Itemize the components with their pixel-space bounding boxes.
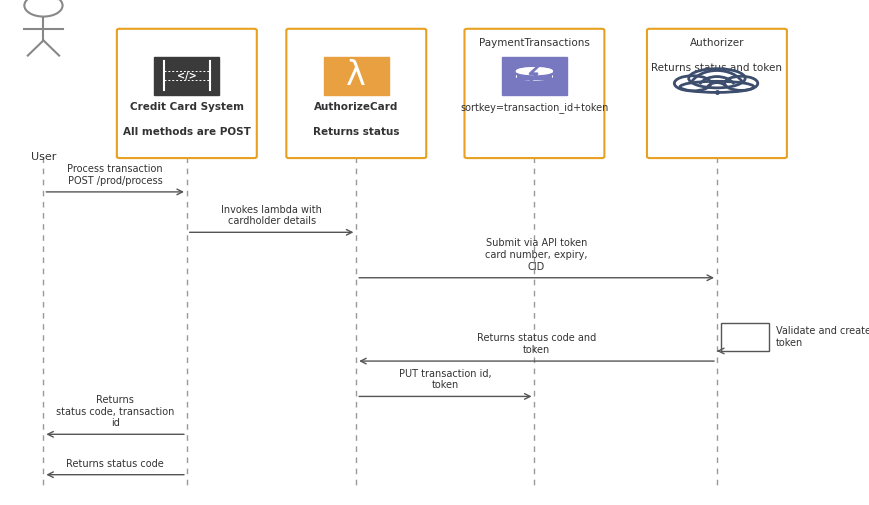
Ellipse shape xyxy=(516,73,553,80)
Text: Returns
status code, transaction
id: Returns status code, transaction id xyxy=(56,395,175,428)
Text: Validate and create
token: Validate and create token xyxy=(776,326,869,348)
Text: AuthorizeCard: AuthorizeCard xyxy=(314,102,399,112)
FancyBboxPatch shape xyxy=(516,71,553,80)
Text: All methods are POST: All methods are POST xyxy=(123,127,251,136)
FancyBboxPatch shape xyxy=(464,29,605,158)
FancyBboxPatch shape xyxy=(286,29,426,158)
Text: Returns status: Returns status xyxy=(313,127,400,136)
Text: PUT transaction id,
token: PUT transaction id, token xyxy=(399,369,492,390)
Text: </>: </> xyxy=(177,71,196,81)
Text: User: User xyxy=(30,152,56,162)
Ellipse shape xyxy=(725,76,758,90)
Ellipse shape xyxy=(674,76,711,91)
Text: λ: λ xyxy=(347,59,366,92)
FancyBboxPatch shape xyxy=(116,29,257,158)
Ellipse shape xyxy=(516,68,553,75)
Text: Credit Card System: Credit Card System xyxy=(129,102,244,112)
FancyBboxPatch shape xyxy=(323,57,389,95)
FancyBboxPatch shape xyxy=(721,323,769,351)
Ellipse shape xyxy=(680,81,753,92)
Text: Authorizer: Authorizer xyxy=(690,38,744,48)
FancyBboxPatch shape xyxy=(155,57,219,95)
Text: sortkey=transaction_id+token: sortkey=transaction_id+token xyxy=(461,102,608,113)
Text: Submit via API token
card number, expiry,
CID: Submit via API token card number, expiry… xyxy=(486,238,587,272)
Text: Returns status code: Returns status code xyxy=(66,459,164,469)
FancyBboxPatch shape xyxy=(502,57,567,95)
Text: Returns status and token: Returns status and token xyxy=(652,63,782,73)
Text: PaymentTransactions: PaymentTransactions xyxy=(479,38,590,48)
Text: Process transaction
POST /prod/process: Process transaction POST /prod/process xyxy=(67,164,163,186)
Ellipse shape xyxy=(688,69,746,88)
Text: Returns status code and
token: Returns status code and token xyxy=(477,333,596,355)
FancyBboxPatch shape xyxy=(647,29,787,158)
Ellipse shape xyxy=(516,68,553,75)
Text: Invokes lambda with
cardholder details: Invokes lambda with cardholder details xyxy=(221,205,322,226)
